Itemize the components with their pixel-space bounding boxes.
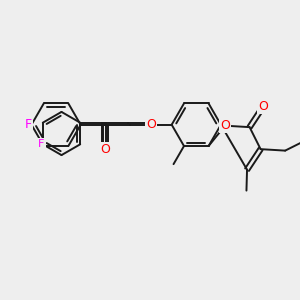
Text: O: O <box>220 119 230 132</box>
Text: F: F <box>38 139 44 149</box>
Text: O: O <box>258 100 268 113</box>
Text: F: F <box>25 118 32 131</box>
Text: O: O <box>146 118 156 131</box>
Text: O: O <box>100 143 110 156</box>
Text: O: O <box>146 118 155 128</box>
Text: O: O <box>100 146 109 157</box>
